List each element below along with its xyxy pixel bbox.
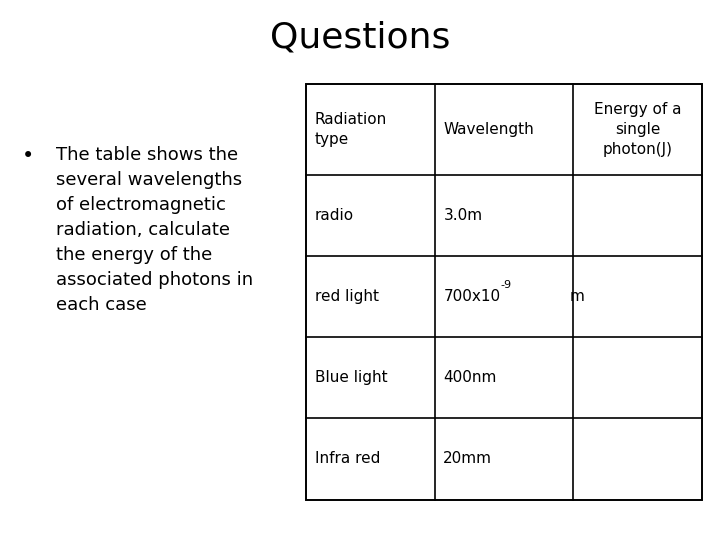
Text: red light: red light	[315, 289, 379, 305]
Text: radio: radio	[315, 208, 354, 223]
Text: Energy of a
single
photon(J): Energy of a single photon(J)	[594, 102, 681, 157]
Text: Questions: Questions	[270, 21, 450, 55]
Text: Wavelength: Wavelength	[444, 122, 534, 137]
Text: Blue light: Blue light	[315, 370, 387, 386]
Text: The table shows the
several wavelengths
of electromagnetic
radiation, calculate
: The table shows the several wavelengths …	[56, 146, 253, 314]
Text: 400nm: 400nm	[444, 370, 497, 386]
Text: 20mm: 20mm	[444, 451, 492, 467]
Text: Radiation
type: Radiation type	[315, 112, 387, 147]
Text: Infra red: Infra red	[315, 451, 380, 467]
Text: m: m	[570, 289, 585, 305]
Text: 700x10: 700x10	[444, 289, 500, 305]
Text: 3.0m: 3.0m	[444, 208, 482, 223]
Bar	[306, 84, 702, 500]
Text: -9: -9	[500, 280, 512, 290]
Text: •: •	[22, 146, 34, 166]
